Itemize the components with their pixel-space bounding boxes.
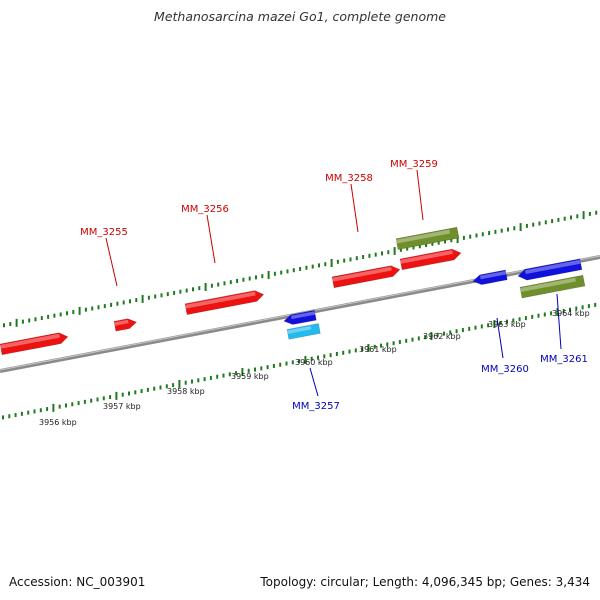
gene-mm-3259-rna xyxy=(395,226,460,250)
lower-tick-track xyxy=(2,302,597,420)
gene-mm-3258 xyxy=(331,265,401,289)
ruler-label: 3958 kbp xyxy=(167,387,205,396)
gene-mm-3255 xyxy=(113,318,138,332)
ruler-label: 3963 kbp xyxy=(488,320,526,329)
label-leader-line xyxy=(206,214,216,264)
ruler-label: 3957 kbp xyxy=(103,402,141,411)
label-leaders xyxy=(105,169,562,397)
gene-labels: MM_3255 MM_3256 MM_3258 MM_3259 MM_3257 MM_32… xyxy=(80,159,588,412)
gene-mm-3257-rna xyxy=(286,323,321,340)
label-leader-line xyxy=(350,183,359,233)
gene-mm-3254 xyxy=(0,332,69,356)
ruler-label: 3962 kbp xyxy=(423,332,461,341)
ruler-label: 3964 kbp xyxy=(552,309,590,318)
ruler-label: 3956 kbp xyxy=(39,418,77,427)
gene-label: MM_3255 xyxy=(80,227,128,238)
ruler-label: 3960 kbp xyxy=(295,358,333,367)
accession-text: Accession: NC_003901 xyxy=(9,575,146,589)
gene-mm-3261 xyxy=(517,258,583,281)
gene-label: MM_3259 xyxy=(390,159,438,170)
gene-label: MM_3258 xyxy=(325,173,373,184)
gene-mm-3259 xyxy=(399,248,462,271)
label-leader-line xyxy=(309,367,319,397)
gene-label: MM_3261 xyxy=(540,354,588,365)
upper-tick-track xyxy=(3,210,598,328)
gene-label: MM_3260 xyxy=(481,364,529,375)
gene-label: MM_3257 xyxy=(292,401,340,412)
gene-mm-3256 xyxy=(184,290,265,316)
gene-mm-3261-rna xyxy=(519,274,586,299)
genome-summary-text: Topology: circular; Length: 4,096,345 bp… xyxy=(260,575,590,589)
label-leader-line xyxy=(416,169,424,221)
gene-label: MM_3256 xyxy=(181,204,229,215)
genome-title: Methanosarcina mazei Go1, complete genom… xyxy=(154,9,446,24)
label-leader-line xyxy=(105,237,118,287)
ruler-label: 3961 kbp xyxy=(359,345,397,354)
label-leader-line xyxy=(496,317,504,359)
gene-mm-3257 xyxy=(283,309,317,325)
gene-mm-3260 xyxy=(472,269,508,285)
ruler-label: 3959 kbp xyxy=(231,372,269,381)
ruler-labels: 3956 kbp 3957 kbp 3958 kbp 3959 kbp 3960 kbp… xyxy=(39,309,590,427)
gene-features xyxy=(0,226,586,356)
label-leader-line xyxy=(556,293,562,350)
